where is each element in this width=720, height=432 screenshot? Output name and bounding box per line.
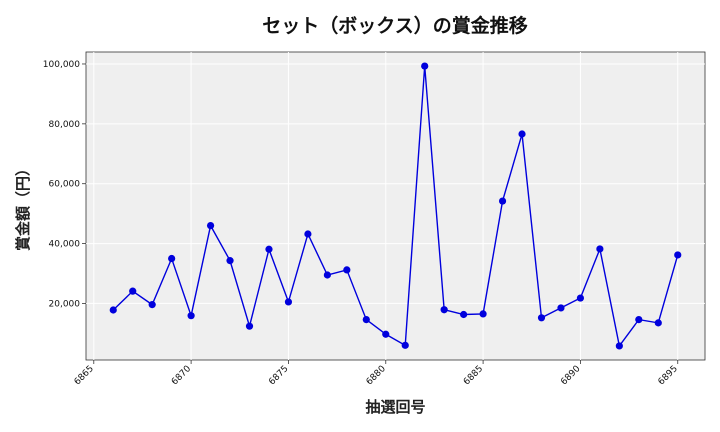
data-point [382, 330, 390, 338]
data-point [226, 257, 234, 265]
data-point [129, 287, 137, 295]
data-point [615, 342, 623, 350]
data-point [323, 271, 331, 279]
data-point [284, 298, 293, 306]
x-tick-label: 6870 [170, 364, 193, 387]
data-point [187, 312, 195, 320]
x-axis-label: 抽選回号 [365, 398, 425, 416]
y-axis-label: 賞金額（円） [14, 161, 32, 251]
data-point [148, 301, 156, 309]
data-point [460, 310, 468, 319]
data-point [479, 310, 487, 318]
x-tick-label: 6880 [365, 364, 388, 387]
plot-area [85, 51, 706, 361]
data-point [401, 341, 409, 349]
series-line [112, 66, 679, 348]
y-tick-label: 20,000 [49, 299, 81, 309]
data-point [557, 304, 565, 312]
data-point [674, 251, 682, 259]
data-point [537, 314, 546, 322]
y-tick-label: 40,000 [49, 240, 81, 250]
data-point [304, 230, 312, 238]
data-point [498, 197, 507, 205]
data-point [265, 245, 273, 253]
x-tick-label: 6865 [73, 364, 96, 387]
y-tick-label: 60,000 [49, 180, 81, 190]
data-point [245, 322, 254, 330]
data-point [421, 62, 429, 70]
series-layer [109, 62, 682, 350]
data-point [168, 254, 176, 263]
x-tick-label: 6875 [267, 364, 290, 387]
data-point [206, 222, 215, 230]
x-tick-label: 6890 [559, 364, 582, 387]
data-point [440, 306, 448, 314]
chart-title: セット（ボックス）の賞金推移 [262, 14, 527, 37]
y-tick-label: 100,000 [43, 60, 80, 70]
data-point [109, 306, 117, 314]
x-tick-label: 6885 [462, 364, 485, 387]
x-tick-label: 6895 [657, 364, 680, 387]
data-point [576, 294, 585, 302]
grid-lines [86, 52, 705, 360]
data-point [596, 245, 604, 253]
data-point [362, 315, 370, 324]
data-point [635, 315, 643, 324]
data-point [654, 319, 662, 327]
data-point [518, 130, 526, 138]
data-point [343, 266, 351, 274]
y-tick-label: 80,000 [49, 120, 81, 130]
